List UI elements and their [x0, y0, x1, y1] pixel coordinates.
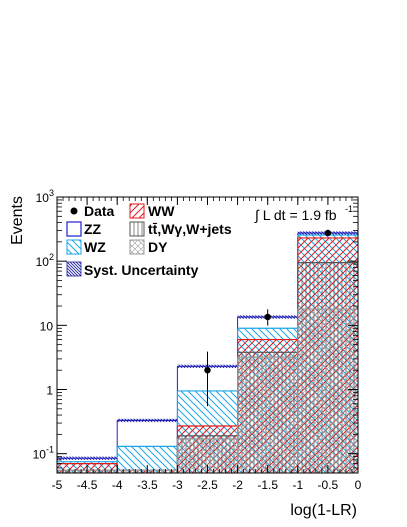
y-tick-label: 102 [36, 252, 54, 269]
x-tick-label: -2.5 [197, 478, 218, 492]
legend-item-ww: WW [129, 203, 175, 219]
legend-item-dy: DY [129, 239, 168, 255]
legend-item-wz: WZ [66, 239, 106, 255]
luminosity-annotation: ∫ L dt = 1.9 fb -1 [254, 204, 353, 223]
x-tick-label: -0.5 [318, 478, 339, 492]
y-tick-label: 10-1 [33, 445, 54, 462]
legend-label-data: Data [84, 203, 115, 219]
x-tick-label: -5 [52, 478, 63, 492]
legend-item-data: Data [70, 203, 115, 219]
x-axis-label: log(1-LR) [290, 502, 357, 519]
legend-data-marker [70, 207, 78, 215]
data-point-3 [324, 229, 332, 237]
legend-swatch-ttbar [129, 221, 145, 237]
legend-swatch-dy [129, 239, 145, 255]
legend-swatch-syst [66, 261, 82, 277]
luminosity-label: ∫ L dt = 1.9 fb [254, 207, 337, 223]
x-tick-label: -3.5 [137, 478, 158, 492]
data-points [204, 229, 332, 407]
y-tick-label: 1 [46, 384, 53, 398]
legend-swatch-zz [66, 221, 82, 237]
x-tick-label: -4 [112, 478, 123, 492]
legend-item-ttbar: tt̄,Wγ,W+jets [129, 221, 232, 237]
legend-label-ttbar: tt̄,Wγ,W+jets [148, 221, 232, 237]
y-axis-label: Events [9, 196, 26, 245]
legend-swatch-ww [129, 203, 145, 219]
syst-band-bin-2 [117, 418, 178, 423]
legend: Data WW ZZ tt̄,Wγ,W+jets WZ DY Syst. Unc… [66, 203, 232, 278]
x-tick-label: 0 [355, 478, 362, 492]
histogram-stacks [56, 232, 359, 473]
legend-label-wz: WZ [84, 239, 106, 255]
luminosity-exponent: -1 [345, 204, 353, 214]
legend-label-dy: DY [148, 239, 168, 255]
legend-label-syst: Syst. Uncertainty [84, 262, 199, 278]
bar-dy-bin-5 [297, 308, 358, 473]
x-tick-label: -4.5 [77, 478, 98, 492]
syst-band-bin-1 [57, 456, 118, 460]
axes: -5 -4.5 -4 -3.5 -3 -2.5 -2 -1.5 -1 -0.5 0 10-1 1 10 10… [33, 188, 362, 492]
legend-item-syst: Syst. Uncertainty [66, 261, 199, 278]
legend-label-ww: WW [148, 203, 175, 219]
y-tick-label: 10 [40, 319, 54, 333]
y-tick-label: 103 [36, 188, 54, 205]
legend-item-zz: ZZ [66, 221, 102, 237]
data-point-1 [204, 366, 211, 374]
x-tick-label: -1.5 [257, 478, 278, 492]
x-tick-label: -1 [292, 478, 303, 492]
x-tick-label: -2 [232, 478, 243, 492]
bar-dy-bin-4 [237, 357, 298, 473]
data-point-2 [264, 313, 271, 321]
legend-swatch-wz [66, 239, 82, 255]
legend-label-zz: ZZ [84, 221, 102, 237]
x-tick-label: -3 [172, 478, 183, 492]
